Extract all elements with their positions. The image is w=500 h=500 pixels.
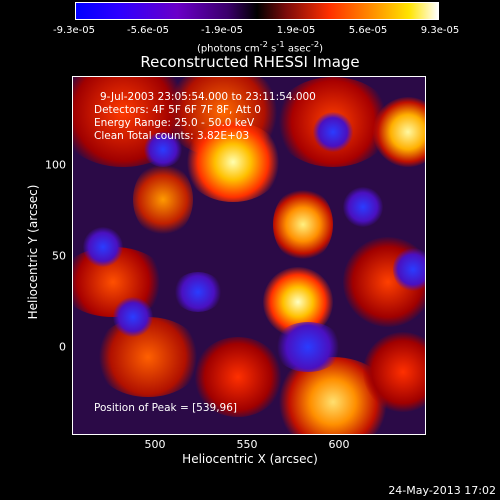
plot-title: Reconstructed RHESSI Image — [140, 53, 360, 71]
x-tick-label: 550 — [236, 438, 258, 451]
info-clean: Clean Total counts: 3.82E+03 — [94, 130, 250, 142]
info-energy: Energy Range: 25.0 - 50.0 keV — [94, 117, 255, 129]
colorbar-tick: 5.6e-05 — [348, 25, 388, 36]
colorbar-tick: 1.9e-05 — [276, 25, 316, 36]
colorbar-tick: 9.3e-05 — [420, 25, 460, 36]
colorbar-units: (photons cm-2 s-1 asec-2) — [196, 39, 324, 55]
colorbar-tick: -5.6e-05 — [127, 25, 169, 36]
info-time: 9-Jul-2003 23:05:54.000 to 23:11:54.000 — [100, 91, 316, 103]
info-detectors: Detectors: 4F 5F 6F 7F 8F, Att 0 — [94, 104, 261, 116]
y-tick-label: 50 — [52, 249, 66, 263]
colorbar — [75, 2, 439, 20]
image-plot — [72, 76, 426, 435]
colorbar-tick: -9.3e-05 — [53, 25, 95, 36]
colorbar-tick: -1.9e-05 — [201, 25, 243, 36]
y-axis-label: Heliocentric Y (arcsec) — [26, 184, 40, 320]
y-tick-label: 0 — [59, 340, 66, 354]
x-axis-label: Heliocentric X (arcsec) — [182, 452, 318, 466]
info-peak: Position of Peak = [539,96] — [94, 402, 238, 414]
x-tick-label: 500 — [144, 438, 166, 451]
x-tick-label: 600 — [328, 438, 350, 451]
date-stamp: 24-May-2013 17:02 — [388, 484, 496, 497]
y-tick-label: 100 — [45, 158, 66, 172]
